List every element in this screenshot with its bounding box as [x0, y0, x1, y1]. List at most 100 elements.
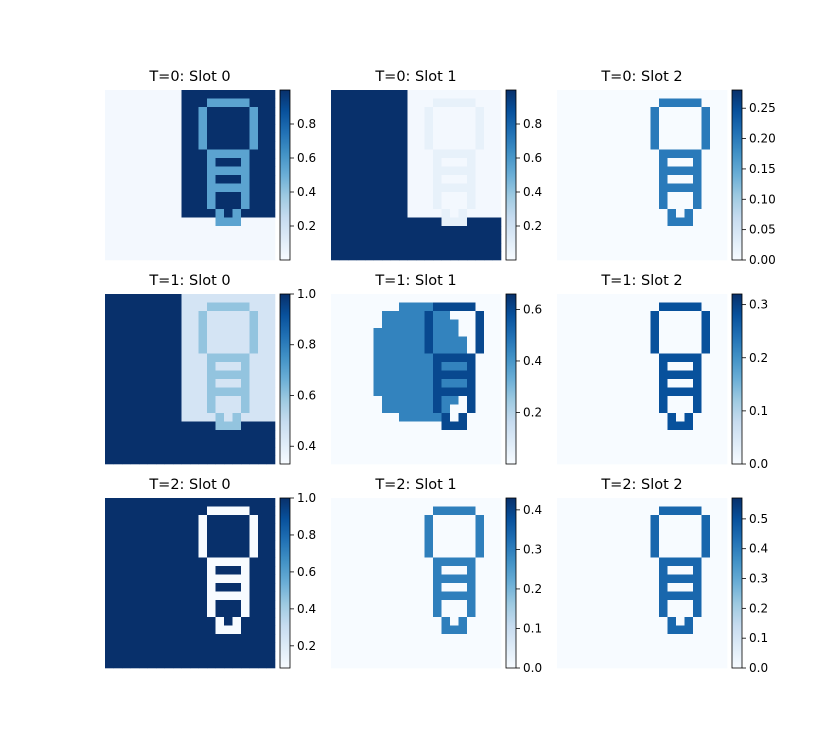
- heatmap-cell: [693, 515, 702, 524]
- heatmap-cell: [399, 362, 408, 371]
- heatmap-cell: [574, 438, 583, 448]
- heatmap-cell: [650, 141, 660, 150]
- heatmap-cell: [642, 651, 651, 660]
- heatmap-cell: [122, 600, 131, 609]
- heatmap-cell: [113, 370, 123, 380]
- heatmap-cell: [266, 107, 276, 116]
- heatmap-cell: [390, 557, 400, 567]
- heatmap-cell: [650, 608, 660, 618]
- heatmap-cell: [266, 234, 276, 244]
- heatmap-cell: [258, 591, 267, 601]
- heatmap-cell: [416, 583, 425, 592]
- heatmap-cell: [241, 336, 250, 346]
- heatmap-cell: [241, 175, 250, 184]
- heatmap-cell: [356, 387, 366, 397]
- heatmap-cell: [467, 447, 476, 456]
- heatmap-cell: [599, 209, 609, 218]
- heatmap-cell: [424, 608, 434, 618]
- heatmap-cell: [591, 362, 600, 371]
- heatmap-cell: [190, 132, 199, 142]
- heatmap-cell: [215, 591, 225, 601]
- heatmap-cell: [475, 557, 485, 567]
- heatmap-cell: [633, 362, 643, 371]
- heatmap-cell: [207, 141, 216, 150]
- heatmap-cell: [718, 124, 728, 133]
- heatmap-cell: [399, 302, 408, 312]
- heatmap-cell: [684, 549, 694, 558]
- heatmap-cell: [574, 566, 583, 575]
- heatmap-cell: [450, 132, 459, 142]
- heatmap-cell: [164, 175, 174, 184]
- heatmap-cell: [207, 540, 216, 550]
- heatmap-cell: [608, 141, 617, 150]
- heatmap-cell: [599, 243, 609, 252]
- heatmap-cell: [701, 387, 711, 397]
- heatmap-cell: [441, 362, 451, 371]
- heatmap-cell: [642, 370, 651, 380]
- heatmap-cell: [105, 455, 114, 465]
- heatmap-cell: [190, 421, 199, 431]
- heatmap-cell: [492, 642, 502, 652]
- heatmap-cell: [382, 183, 391, 193]
- heatmap-cell: [574, 642, 583, 652]
- heatmap-cell: [424, 124, 434, 133]
- heatmap-cell: [667, 217, 677, 227]
- heatmap-cell: [113, 455, 123, 465]
- heatmap-cell: [130, 608, 140, 618]
- heatmap-cell: [676, 234, 685, 244]
- heatmap-cell: [565, 387, 575, 397]
- heatmap-cell: [433, 455, 442, 465]
- heatmap-cell: [642, 132, 651, 142]
- heatmap-cell: [633, 532, 643, 541]
- heatmap-cell: [642, 90, 651, 99]
- heatmap-cell: [599, 251, 609, 261]
- heatmap-cell: [241, 370, 250, 380]
- heatmap-cell: [147, 634, 157, 643]
- heatmap-cell: [616, 574, 626, 584]
- heatmap-cell: [331, 455, 340, 465]
- heatmap-cell: [407, 302, 417, 312]
- heatmap-cell: [659, 532, 668, 541]
- heatmap-cell: [356, 141, 366, 150]
- heatmap-cell: [156, 421, 165, 431]
- heatmap-cell: [407, 455, 417, 465]
- heatmap-cell: [467, 379, 476, 388]
- heatmap-cell: [373, 353, 383, 363]
- heatmap-cell: [105, 226, 114, 235]
- heatmap-cell: [450, 294, 459, 303]
- heatmap-cell: [701, 98, 711, 108]
- heatmap-cell: [450, 634, 459, 643]
- heatmap-cell: [258, 566, 267, 575]
- heatmap-cell: [241, 141, 250, 150]
- heatmap-cell: [331, 90, 340, 99]
- heatmap-cell: [232, 328, 242, 337]
- heatmap-cell: [147, 251, 157, 261]
- heatmap-cell: [249, 243, 259, 252]
- heatmap-cell: [599, 634, 609, 643]
- heatmap-cell: [130, 243, 140, 252]
- heatmap-cell: [113, 217, 123, 227]
- heatmap-cell: [684, 166, 694, 176]
- heatmap-cell: [574, 396, 583, 405]
- heatmap-cell: [348, 362, 357, 371]
- heatmap-cell: [215, 608, 225, 618]
- heatmap-cell: [608, 659, 617, 669]
- heatmap-cell: [693, 659, 702, 669]
- heatmap-cell: [676, 430, 685, 439]
- heatmap-cell: [433, 336, 442, 346]
- heatmap-cell: [441, 421, 451, 431]
- heatmap-cell: [266, 396, 276, 405]
- heatmap-cell: [198, 149, 208, 159]
- heatmap-cell: [433, 515, 442, 524]
- heatmap-cell: [241, 209, 250, 218]
- heatmap-cell: [676, 532, 685, 541]
- heatmap-cell: [224, 379, 233, 388]
- heatmap-cell: [701, 90, 711, 99]
- heatmap-cell: [139, 515, 148, 524]
- heatmap-cell: [718, 413, 728, 422]
- heatmap-cell: [356, 353, 366, 363]
- heatmap-cell: [348, 549, 357, 558]
- heatmap-cell: [147, 226, 157, 235]
- heatmap-cell: [718, 659, 728, 669]
- heatmap-cell: [156, 557, 165, 567]
